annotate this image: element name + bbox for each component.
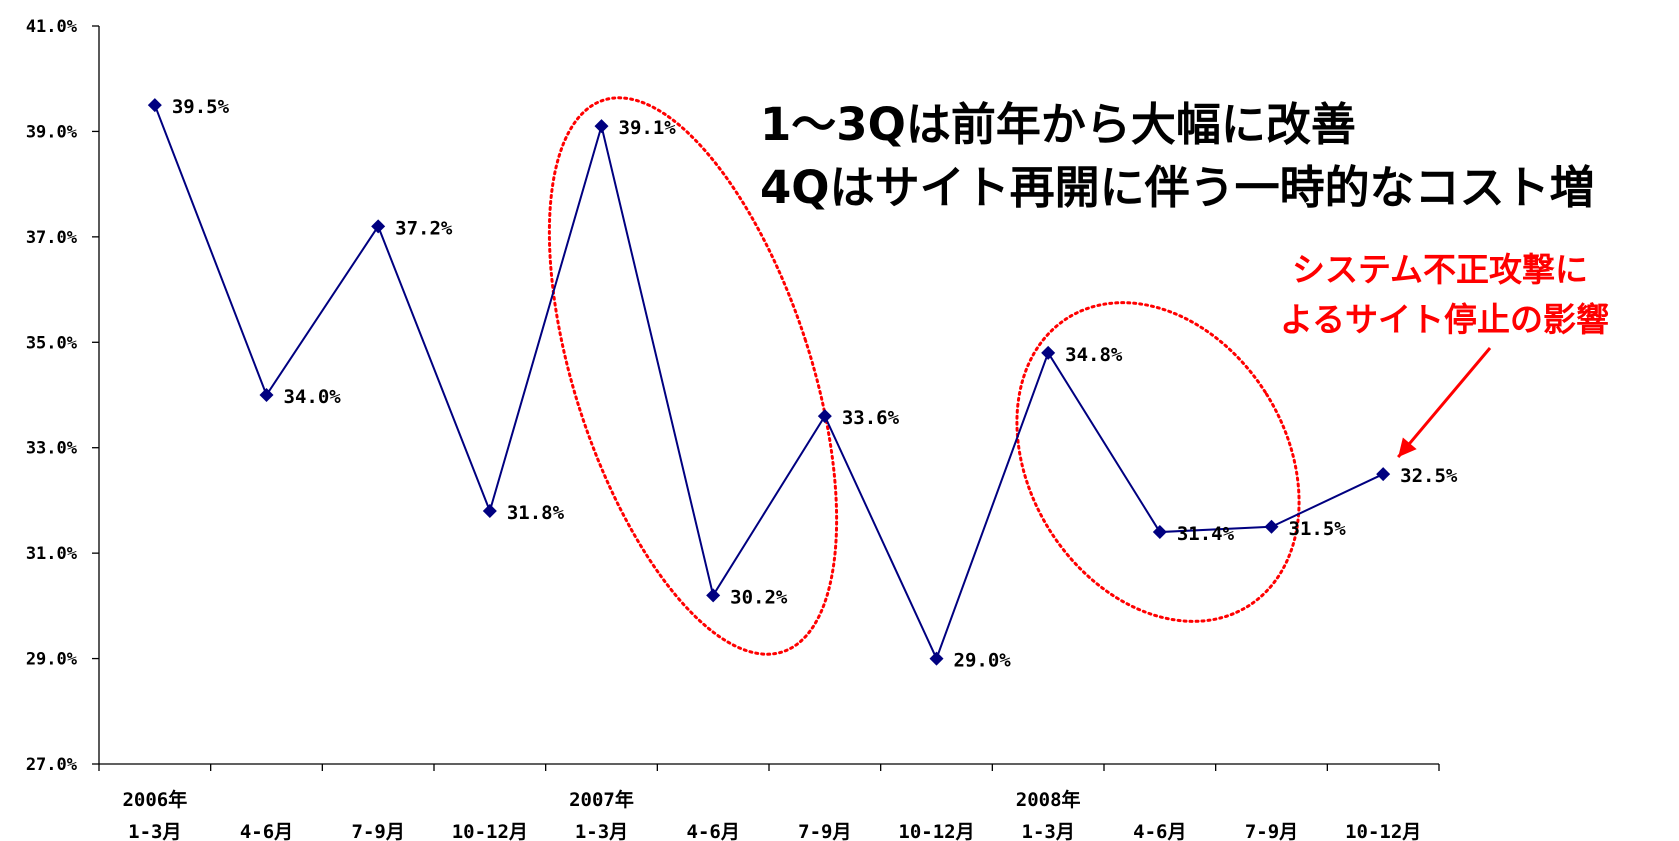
data-point [817, 409, 832, 424]
series [147, 98, 1391, 666]
data-point [1152, 525, 1167, 540]
y-tick-label: 35.0% [26, 333, 78, 353]
data-label: 31.4% [1177, 523, 1235, 545]
data-label: 39.1% [619, 117, 677, 139]
data-point [482, 503, 497, 518]
highlight-ellipse-2008 [1015, 301, 1301, 623]
x-category-label: 10-12月 [1345, 821, 1421, 841]
data-point [259, 388, 274, 402]
arrow-head [1398, 437, 1417, 458]
data-point [1041, 345, 1056, 360]
x-category-label: 1-3月 [128, 821, 181, 841]
x-category-label: 10-12月 [898, 821, 974, 841]
data-point [706, 588, 721, 603]
x-category-label: 4-6月 [687, 821, 740, 841]
data-label: 34.0% [284, 386, 342, 408]
data-point [371, 219, 386, 234]
data-label: 34.8% [1065, 344, 1123, 366]
data-label: 39.5% [172, 96, 230, 118]
data-label: 37.2% [395, 217, 453, 239]
callout-arrow [1397, 347, 1492, 459]
y-tick-label: 29.0% [26, 650, 78, 670]
x-category-label: 7-9月 [352, 821, 405, 841]
data-labels: 39.5% 34.0% 37.2% 31.8% 39.1% 30.2% 33.6% 29.0%… [172, 96, 1458, 672]
headline-line-2: 4Qはサイト再開に伴う一時的なコスト増 [760, 161, 1595, 214]
y-tick-label: 31.0% [26, 544, 78, 564]
y-tick-label: 37.0% [26, 228, 78, 248]
y-tick-label: 39.0% [26, 122, 78, 142]
x-year-label: 2007年 [569, 788, 634, 811]
highlight-ellipse-2007 [547, 96, 839, 656]
x-category-label: 1-3月 [1022, 821, 1075, 841]
y-tick-label: 41.0% [26, 17, 78, 37]
data-point [1264, 519, 1279, 534]
x-category-label: 1-3月 [575, 821, 628, 841]
x-category-label: 7-9月 [798, 821, 851, 841]
arrow-shaft [1397, 347, 1492, 459]
x-year-label: 2006年 [122, 788, 187, 811]
x-year-label: 2008年 [1016, 788, 1081, 811]
y-tick-label: 27.0% [26, 755, 78, 775]
y-tick-label: 33.0% [26, 439, 78, 459]
data-label: 30.2% [730, 586, 788, 608]
data-label: 31.8% [507, 502, 565, 524]
data-point [1376, 467, 1391, 482]
data-point [929, 651, 944, 666]
data-point [594, 119, 609, 134]
x-category-label: 4-6月 [240, 821, 293, 841]
series-line [153, 104, 1384, 662]
highlight-ellipses [547, 96, 1301, 656]
headline-line-1: 1～3Qは前年から大幅に改善 [760, 98, 1356, 151]
x-category-label: 4-6月 [1133, 821, 1186, 841]
callout-line-2: よるサイト停止の影響 [1280, 300, 1610, 339]
data-label: 29.0% [954, 650, 1012, 672]
data-label: 31.5% [1289, 518, 1347, 540]
x-category-label: 7-9月 [1245, 821, 1298, 841]
data-label: 33.6% [842, 407, 900, 429]
data-point [147, 98, 162, 113]
axes: 27.0% 29.0% 31.0% 33.0% 35.0% 37.0% 39.0% 41.0%… [26, 17, 1440, 841]
x-category-label: 10-12月 [452, 821, 528, 841]
callout-line-1: システム不正攻撃に [1292, 250, 1589, 289]
data-label: 32.5% [1400, 465, 1458, 487]
